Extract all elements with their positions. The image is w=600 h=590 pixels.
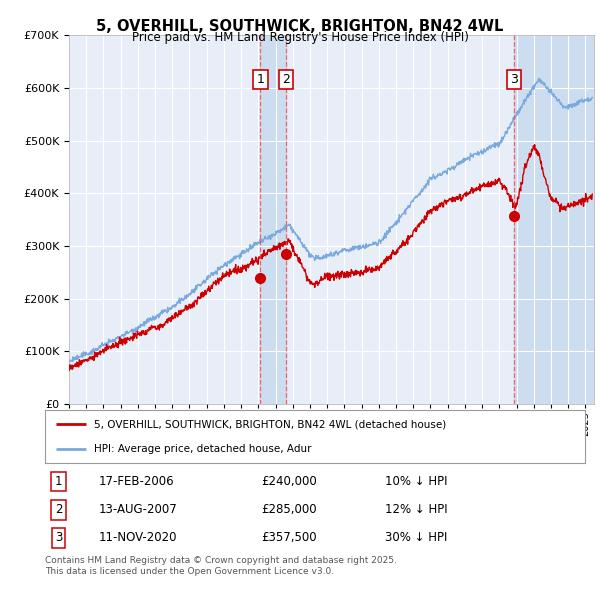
Text: Contains HM Land Registry data © Crown copyright and database right 2025.
This d: Contains HM Land Registry data © Crown c… (45, 556, 397, 576)
Text: 10% ↓ HPI: 10% ↓ HPI (385, 475, 448, 488)
Text: 5, OVERHILL, SOUTHWICK, BRIGHTON, BN42 4WL (detached house): 5, OVERHILL, SOUTHWICK, BRIGHTON, BN42 4… (94, 419, 446, 430)
Text: £357,500: £357,500 (261, 532, 317, 545)
Text: 12% ↓ HPI: 12% ↓ HPI (385, 503, 448, 516)
Text: 3: 3 (55, 532, 62, 545)
Text: 13-AUG-2007: 13-AUG-2007 (99, 503, 178, 516)
Text: 2: 2 (283, 73, 290, 86)
Text: £240,000: £240,000 (261, 475, 317, 488)
Text: 5, OVERHILL, SOUTHWICK, BRIGHTON, BN42 4WL: 5, OVERHILL, SOUTHWICK, BRIGHTON, BN42 4… (97, 19, 503, 34)
Text: 3: 3 (511, 73, 518, 86)
Text: £285,000: £285,000 (261, 503, 317, 516)
Text: 1: 1 (55, 475, 62, 488)
Text: 1: 1 (257, 73, 265, 86)
Text: HPI: Average price, detached house, Adur: HPI: Average price, detached house, Adur (94, 444, 311, 454)
Text: Price paid vs. HM Land Registry's House Price Index (HPI): Price paid vs. HM Land Registry's House … (131, 31, 469, 44)
Bar (260, 35, 286, 404)
Text: 30% ↓ HPI: 30% ↓ HPI (385, 532, 448, 545)
Text: 11-NOV-2020: 11-NOV-2020 (99, 532, 178, 545)
Text: 17-FEB-2006: 17-FEB-2006 (99, 475, 175, 488)
Bar (260, 35, 286, 404)
Bar (514, 35, 594, 404)
Bar (514, 35, 594, 404)
Text: 2: 2 (55, 503, 62, 516)
